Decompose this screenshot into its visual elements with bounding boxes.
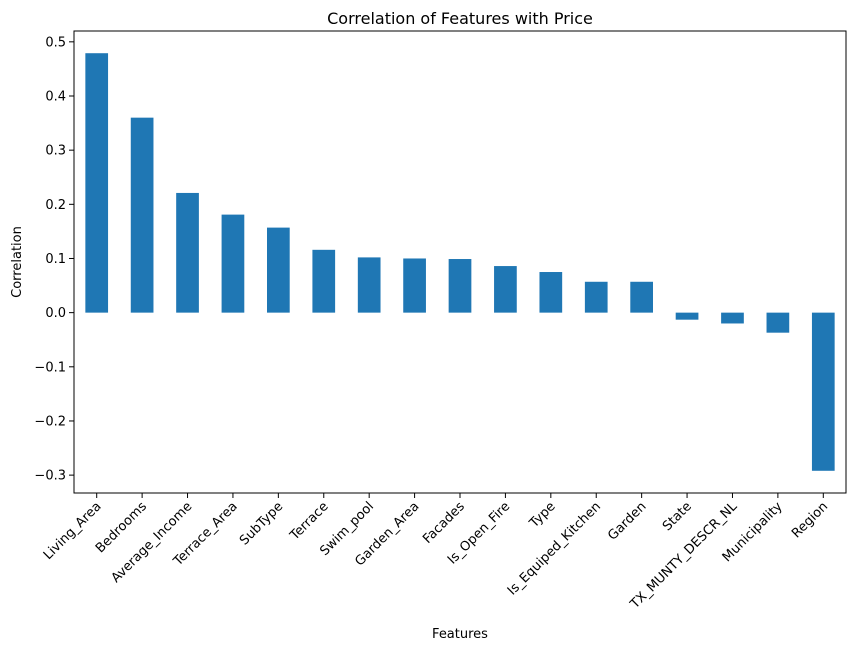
bar-state bbox=[675, 312, 699, 320]
bar-terrace bbox=[312, 249, 336, 313]
x-tick-label: SubType bbox=[237, 499, 286, 548]
bar-bedrooms bbox=[130, 117, 154, 313]
y-tick-label: 0.1 bbox=[45, 252, 66, 267]
bar-municipality bbox=[766, 312, 790, 333]
bar-swim-pool bbox=[357, 257, 381, 313]
x-axis-ticks: Living_AreaBedroomsAverage_IncomeTerrace… bbox=[41, 493, 831, 613]
x-tick-label: Average_Income bbox=[109, 499, 196, 586]
bar-garden-area bbox=[403, 258, 426, 313]
y-tick-label: 0.4 bbox=[45, 89, 66, 104]
bars bbox=[85, 53, 835, 471]
y-tick-label: 0.5 bbox=[45, 35, 66, 50]
bar-subtype bbox=[267, 227, 290, 313]
x-tick-label: Region bbox=[789, 499, 831, 541]
y-axis-ticks: −0.3 −0.2 −0.1 0.0 0.1 0.2 0.3 0.4 0.5 bbox=[34, 35, 74, 484]
x-tick-label: Type bbox=[526, 499, 558, 531]
y-tick-label: 0.3 bbox=[45, 144, 66, 159]
bar-region bbox=[811, 312, 835, 471]
bar-is-open-fire bbox=[494, 266, 517, 313]
y-tick-label: −0.3 bbox=[34, 469, 66, 484]
x-tick-label: Living_Area bbox=[41, 499, 105, 563]
bar-is-equiped-kitchen bbox=[584, 281, 608, 313]
x-tick-label: Is_Equiped_Kitchen bbox=[505, 499, 604, 598]
bar-average-income bbox=[176, 192, 199, 313]
bar-terrace-area bbox=[221, 214, 245, 313]
y-tick-label: 0.0 bbox=[45, 306, 66, 321]
y-tick-label: −0.1 bbox=[34, 360, 66, 375]
x-tick-label: Terrace bbox=[287, 499, 332, 544]
x-axis-label: Features bbox=[432, 627, 488, 642]
bar-garden bbox=[630, 281, 653, 313]
x-tick-label: Garden bbox=[605, 499, 649, 543]
y-tick-label: 0.2 bbox=[45, 198, 66, 213]
x-tick-label: State bbox=[660, 499, 695, 534]
bar-type bbox=[539, 272, 563, 313]
y-tick-label: −0.2 bbox=[34, 414, 66, 429]
chart-title: Correlation of Features with Price bbox=[327, 9, 593, 28]
bar-living-area bbox=[85, 53, 109, 313]
bar-tx-munty-descr-nl bbox=[721, 312, 744, 324]
bar-facades bbox=[448, 259, 472, 313]
y-axis-label: Correlation bbox=[10, 226, 25, 298]
